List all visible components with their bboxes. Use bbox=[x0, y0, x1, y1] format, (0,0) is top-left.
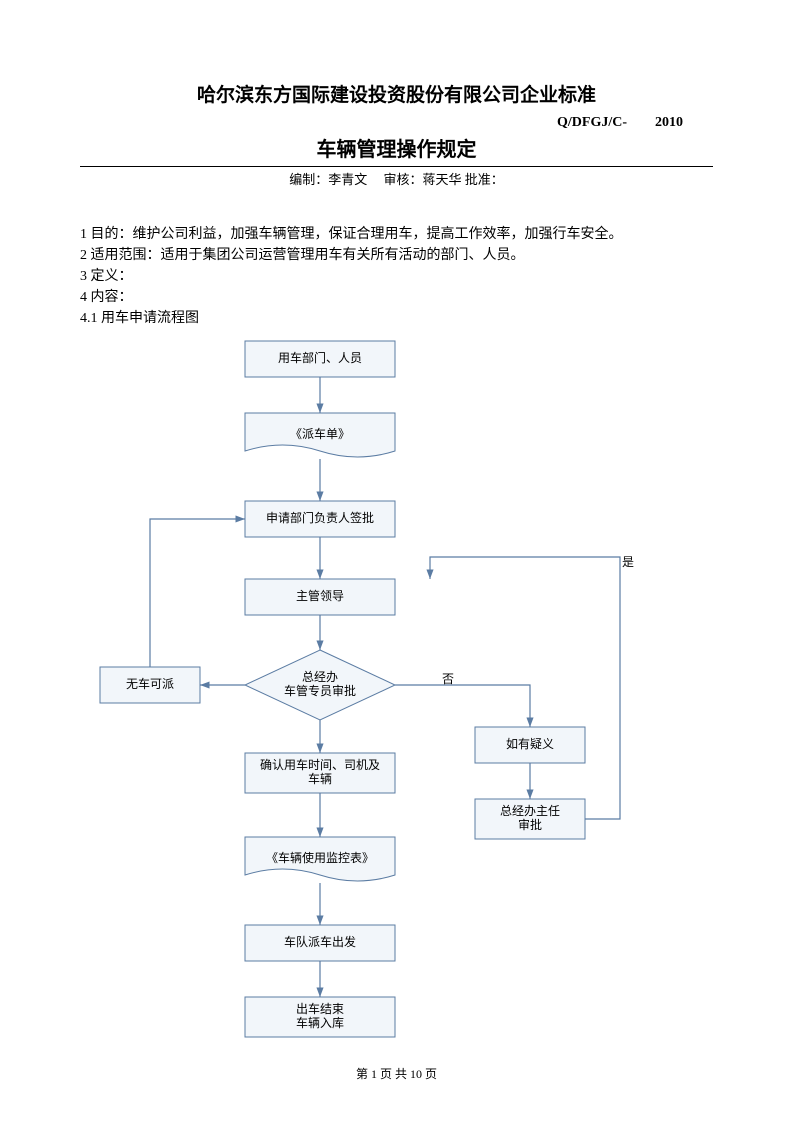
svg-text:无车可派: 无车可派 bbox=[126, 676, 174, 691]
svg-text:总经办: 总经办 bbox=[302, 669, 338, 684]
svg-text:确认用车时间、司机及: 确认用车时间、司机及 bbox=[260, 757, 380, 772]
flowchart: 否 是 用车部门、人员《派车单》申请部门负责人签批主管领导总经办车管专员审批确认用车… bbox=[80, 335, 713, 1055]
flowchart-svg: 否 是 用车部门、人员《派车单》申请部门负责人签批主管领导总经办车管专员审批确认用车… bbox=[80, 335, 713, 1055]
svg-text:主管领导: 主管领导 bbox=[296, 588, 344, 603]
body-line-3: 3 定义： bbox=[80, 266, 713, 287]
svg-text:车辆: 车辆 bbox=[308, 771, 332, 786]
svg-text:车辆入库: 车辆入库 bbox=[296, 1015, 344, 1030]
body-line-4: 4 内容： bbox=[80, 287, 713, 308]
divider bbox=[80, 166, 713, 167]
svg-text:是: 是 bbox=[622, 555, 634, 569]
svg-text:车管专员审批: 车管专员审批 bbox=[284, 683, 356, 698]
body-line-1: 1 目的：维护公司利益，加强车辆管理，保证合理用车，提高工作效率，加强行车安全。 bbox=[80, 224, 713, 245]
company-title: 哈尔滨东方国际建设投资股份有限公司企业标准 bbox=[80, 80, 713, 107]
svg-text:申请部门负责人签批: 申请部门负责人签批 bbox=[266, 510, 374, 525]
page-footer: 第 1 页 共 10 页 bbox=[0, 1065, 793, 1082]
svg-text:如有疑义: 如有疑义 bbox=[506, 736, 554, 751]
body-line-5: 4.1 用车申请流程图 bbox=[80, 308, 713, 329]
body-text: 1 目的：维护公司利益，加强车辆管理，保证合理用车，提高工作效率，加强行车安全。… bbox=[80, 224, 713, 329]
svg-text:《车辆使用监控表》: 《车辆使用监控表》 bbox=[266, 850, 374, 865]
svg-text:否: 否 bbox=[442, 672, 454, 686]
svg-text:车队派车出发: 车队派车出发 bbox=[284, 934, 356, 949]
svg-text:总经办主任: 总经办主任 bbox=[500, 803, 560, 818]
approval-line: 编制：李青文 审核：蒋天华 批准： bbox=[80, 169, 713, 188]
svg-text:用车部门、人员: 用车部门、人员 bbox=[278, 350, 362, 365]
body-line-2: 2 适用范围：适用于集团公司运营管理用车有关所有活动的部门、人员。 bbox=[80, 245, 713, 266]
svg-text:出车结束: 出车结束 bbox=[296, 1001, 344, 1016]
svg-text:《派车单》: 《派车单》 bbox=[290, 426, 350, 441]
doc-code: Q/DFGJ/C- 2010 bbox=[80, 111, 713, 131]
svg-text:审批: 审批 bbox=[518, 817, 542, 832]
doc-title: 车辆管理操作规定 bbox=[80, 133, 713, 162]
